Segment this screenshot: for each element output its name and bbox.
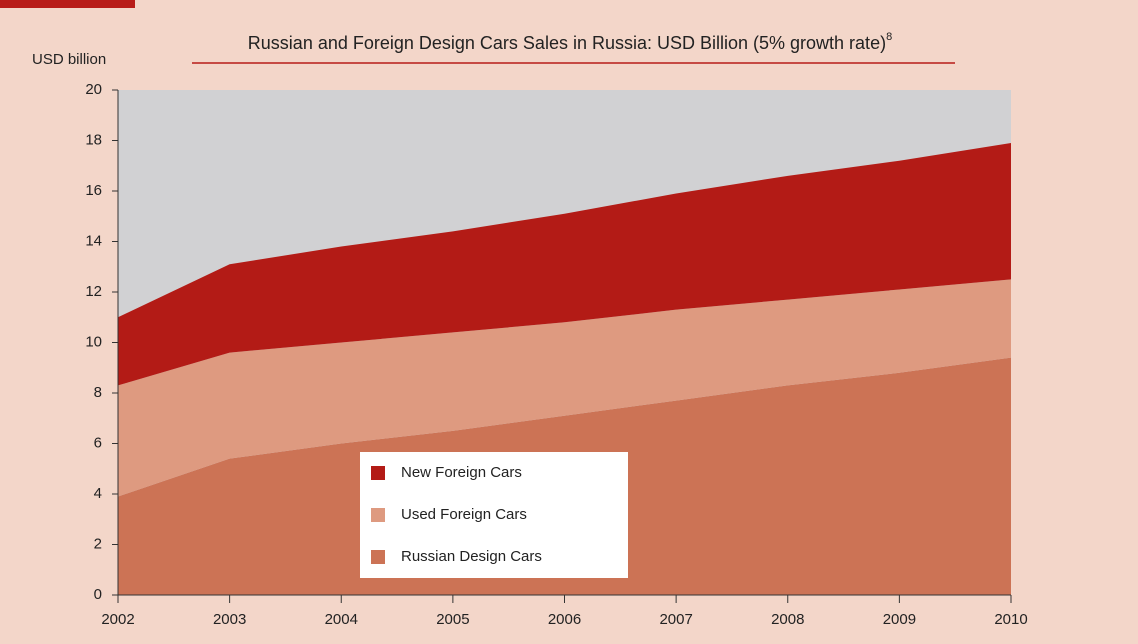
x-tick-label: 2003 — [213, 611, 246, 628]
legend-swatch — [371, 508, 385, 522]
legend-swatch — [371, 550, 385, 564]
x-tick-label: 2004 — [325, 611, 358, 628]
title-footnote: 8 — [886, 31, 892, 43]
area — [118, 279, 1011, 497]
corner-tab — [0, 0, 135, 8]
legend-label: Used Foreign Cars — [401, 506, 527, 523]
legend-swatch — [371, 466, 385, 480]
y-tick-label: 20 — [85, 81, 102, 98]
title-text: Russian and Foreign Design Cars Sales in… — [248, 33, 886, 53]
y-tick-label: 16 — [85, 182, 102, 199]
x-tick-label: 2002 — [101, 611, 134, 628]
legend-box — [360, 452, 628, 578]
legend-label: New Foreign Cars — [401, 464, 522, 481]
x-tick-label: 2008 — [771, 611, 804, 628]
area — [118, 143, 1011, 386]
y-tick-label: 4 — [94, 485, 102, 502]
chart-title: Russian and Foreign Design Cars Sales in… — [248, 31, 892, 53]
y-tick-label: 6 — [94, 434, 102, 451]
y-tick-label: 18 — [85, 131, 102, 148]
y-tick-label: 0 — [94, 586, 102, 603]
x-tick-label: 2010 — [994, 611, 1027, 628]
y-tick-label: 8 — [94, 384, 102, 401]
y-tick-label: 2 — [94, 535, 102, 552]
x-tick-label: 2009 — [883, 611, 916, 628]
x-tick-label: 2005 — [436, 611, 469, 628]
legend-label: Russian Design Cars — [401, 548, 542, 565]
x-tick-label: 2007 — [659, 611, 692, 628]
y-axis-label: USD billion — [32, 51, 106, 68]
y-tick-label: 10 — [85, 333, 102, 350]
y-tick-label: 14 — [85, 232, 102, 249]
y-tick-label: 12 — [85, 283, 102, 300]
x-tick-label: 2006 — [548, 611, 581, 628]
